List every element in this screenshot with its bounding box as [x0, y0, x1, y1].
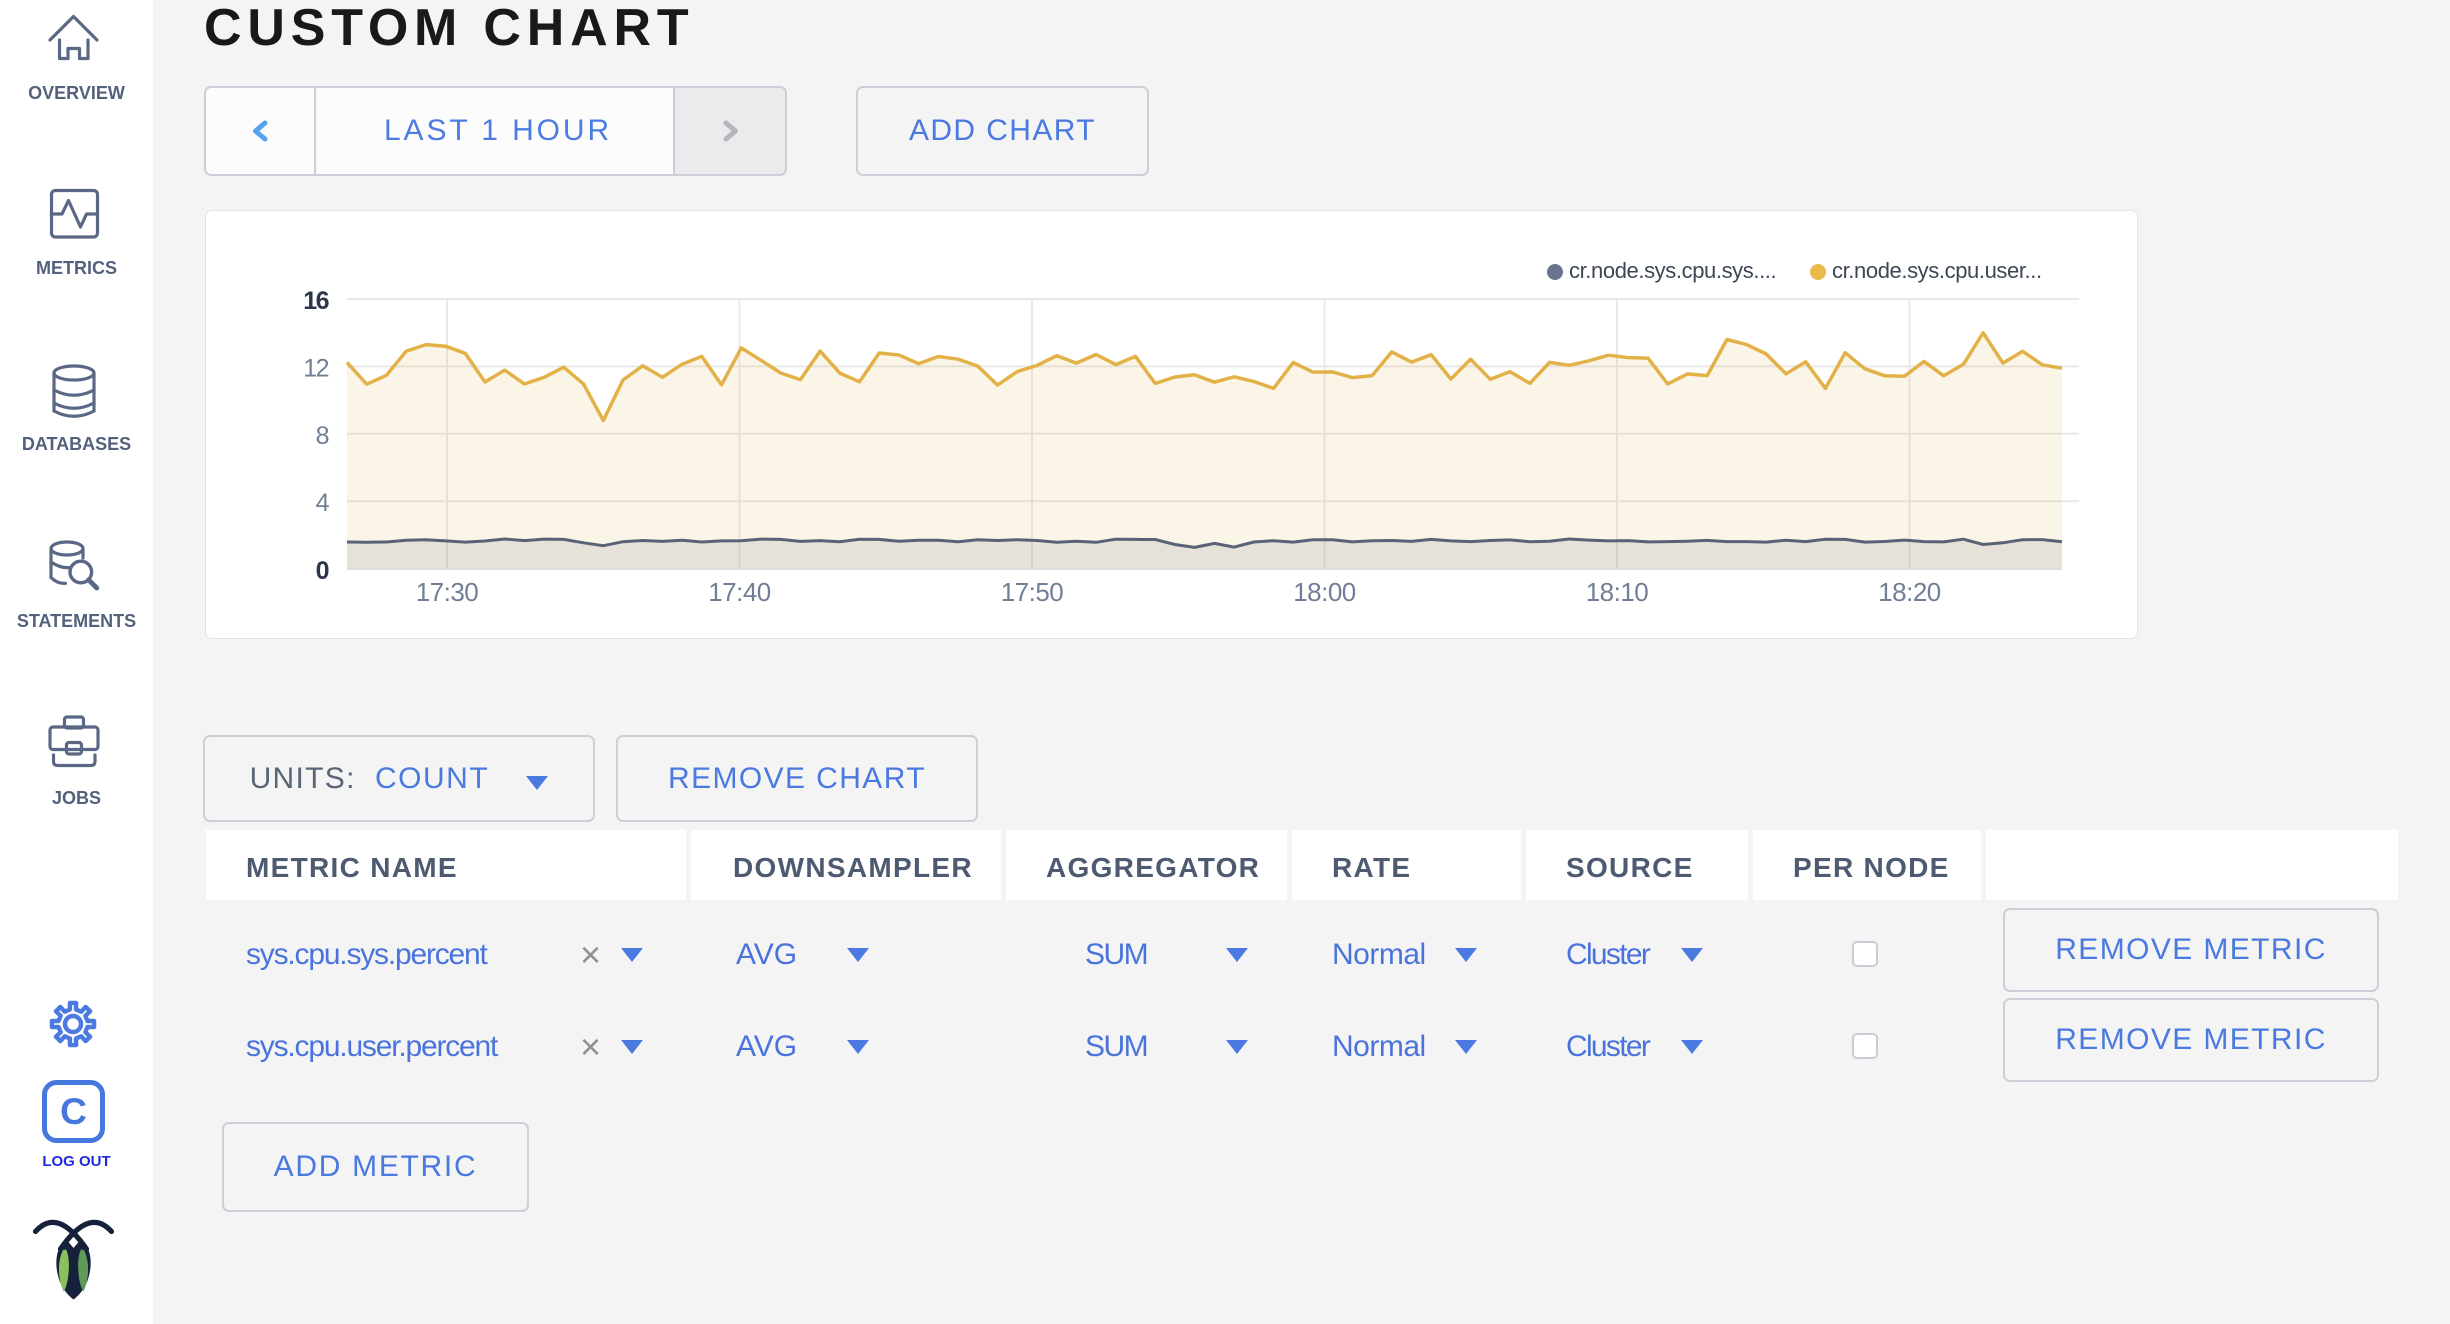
svg-text:8: 8: [316, 422, 329, 450]
svg-text:4: 4: [316, 489, 330, 517]
svg-text:17:50: 17:50: [1001, 577, 1064, 607]
svg-text:C: C: [60, 1091, 87, 1132]
svg-text:0: 0: [316, 557, 329, 585]
svg-text:16: 16: [303, 287, 328, 315]
svg-text:17:30: 17:30: [416, 577, 479, 607]
svg-text:18:10: 18:10: [1586, 577, 1649, 607]
svg-text:18:00: 18:00: [1293, 577, 1356, 607]
svg-text:12: 12: [303, 354, 328, 382]
svg-text:18:20: 18:20: [1878, 577, 1941, 607]
svg-text:17:40: 17:40: [708, 577, 771, 607]
